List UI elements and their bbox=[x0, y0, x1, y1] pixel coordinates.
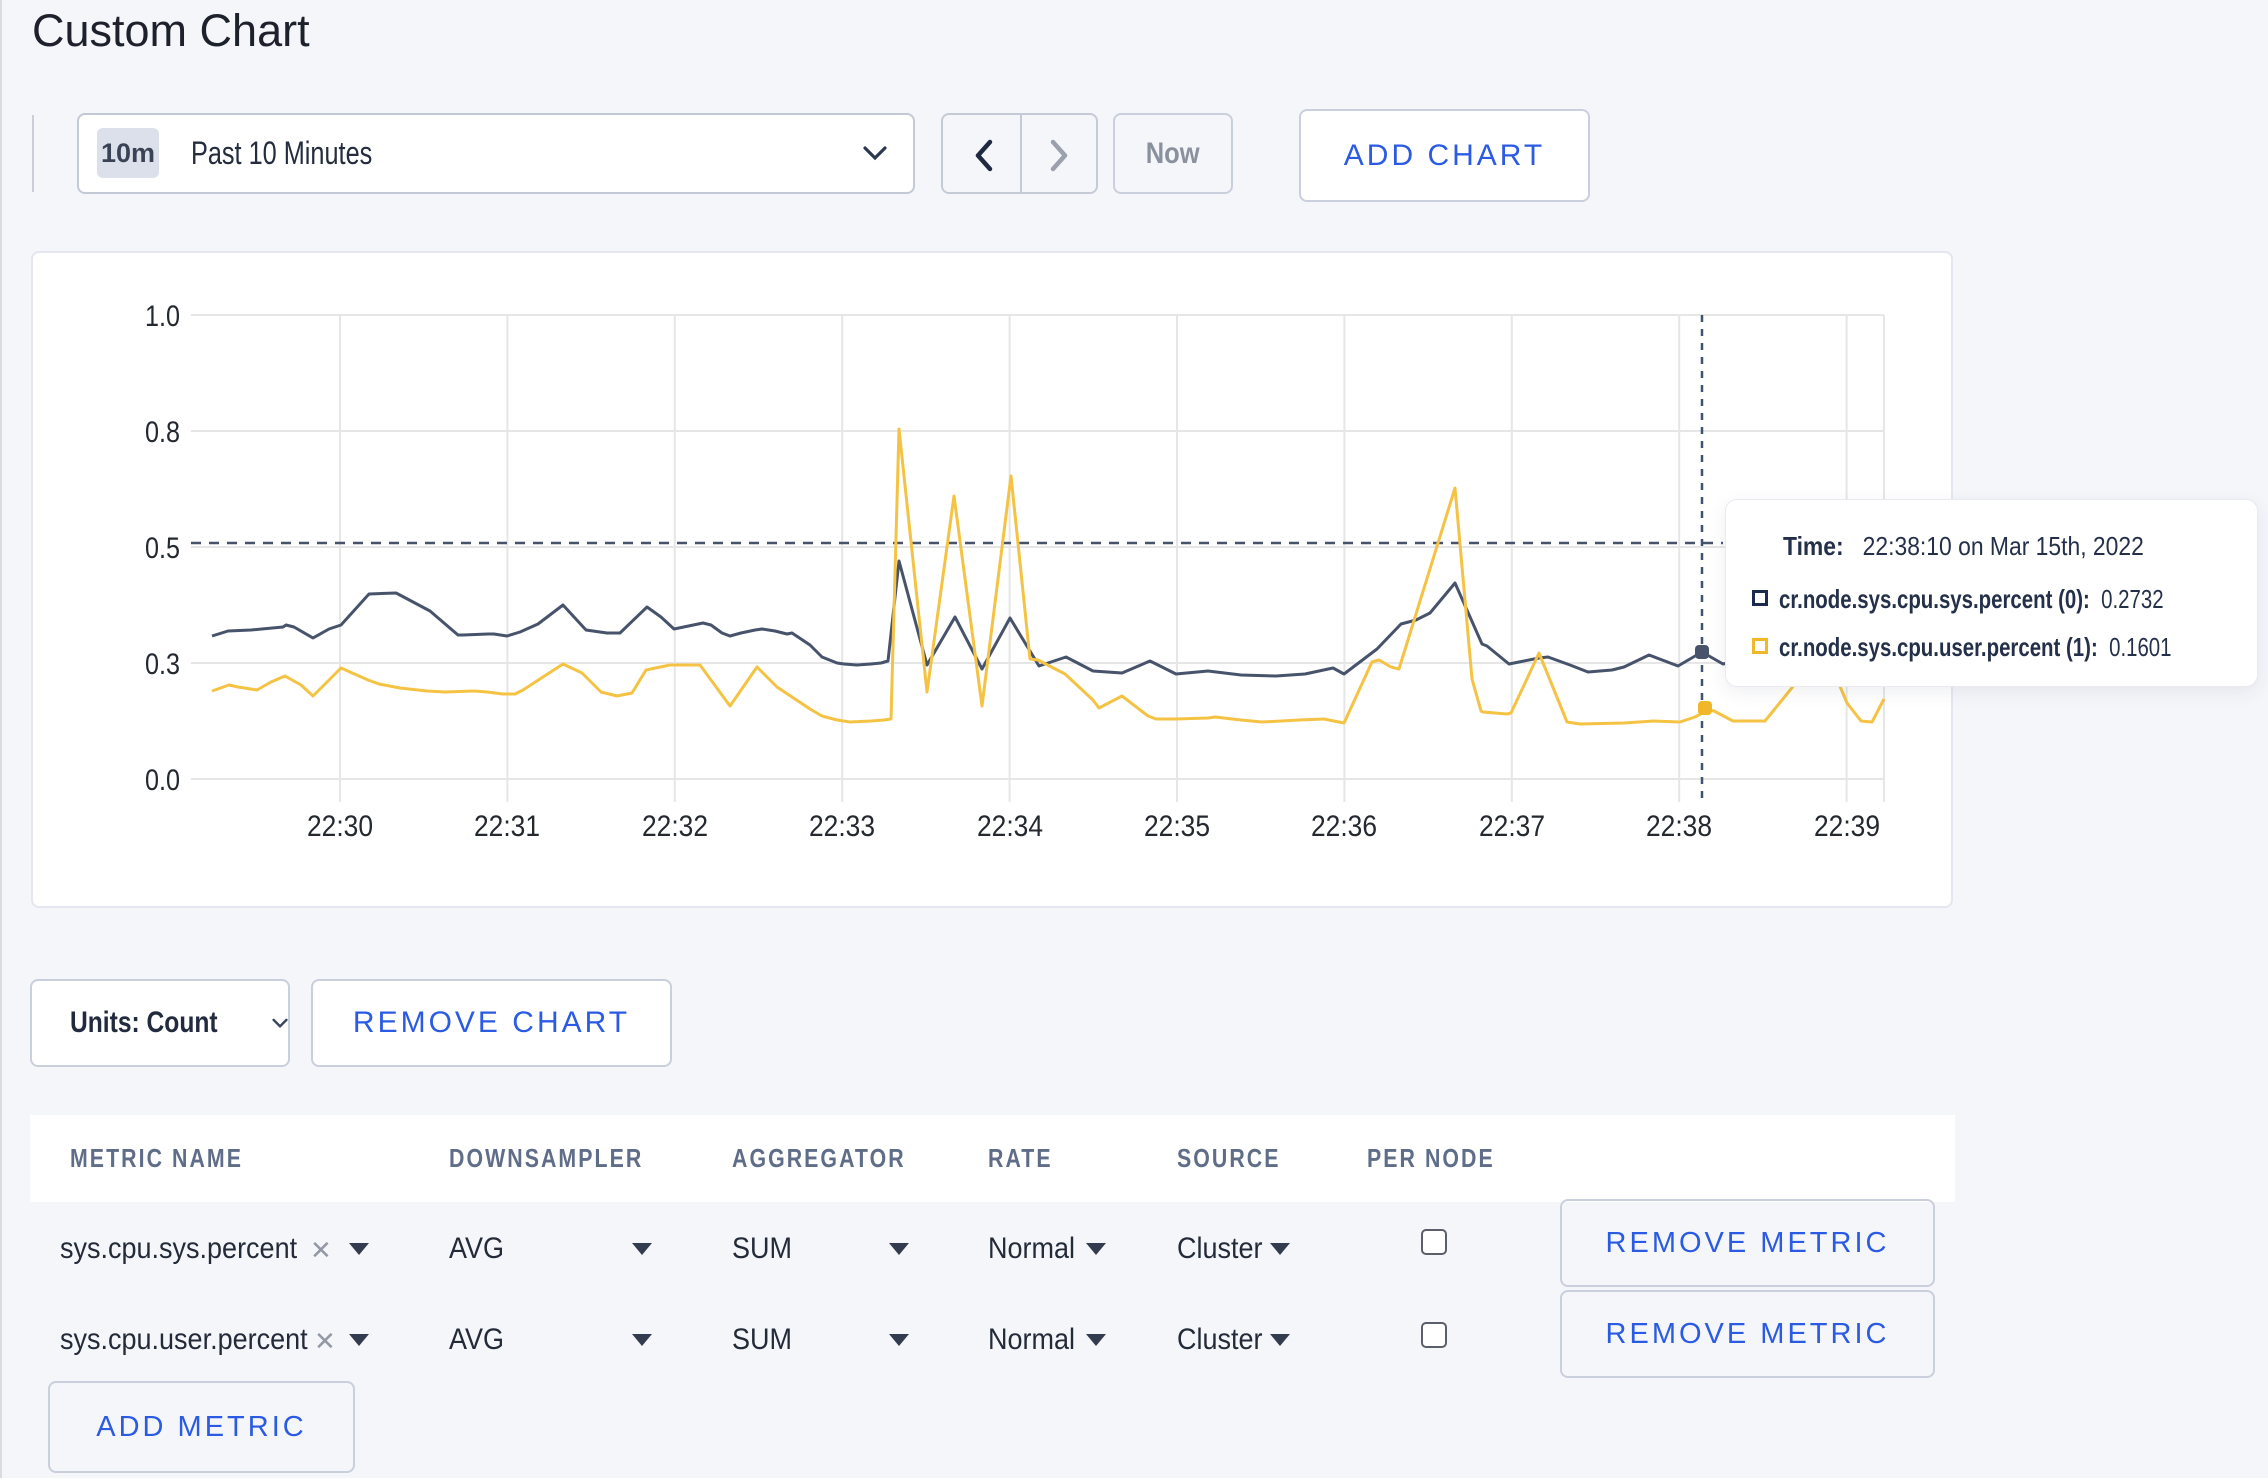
svg-text:0.5: 0.5 bbox=[145, 532, 180, 565]
svg-text:22:32: 22:32 bbox=[642, 810, 708, 843]
svg-text:0.0: 0.0 bbox=[145, 764, 180, 797]
svg-text:22:30: 22:30 bbox=[307, 810, 373, 843]
svg-text:1.0: 1.0 bbox=[145, 300, 180, 333]
svg-text:0.3: 0.3 bbox=[145, 648, 180, 681]
svg-text:22:31: 22:31 bbox=[474, 810, 540, 843]
svg-text:22:39: 22:39 bbox=[1814, 810, 1880, 843]
svg-text:0.8: 0.8 bbox=[145, 416, 180, 449]
svg-text:22:35: 22:35 bbox=[1144, 810, 1210, 843]
svg-text:22:36: 22:36 bbox=[1311, 810, 1377, 843]
svg-text:22:33: 22:33 bbox=[809, 810, 875, 843]
svg-text:22:34: 22:34 bbox=[977, 810, 1043, 843]
svg-text:22:38: 22:38 bbox=[1646, 810, 1712, 843]
svg-text:22:37: 22:37 bbox=[1479, 810, 1545, 843]
